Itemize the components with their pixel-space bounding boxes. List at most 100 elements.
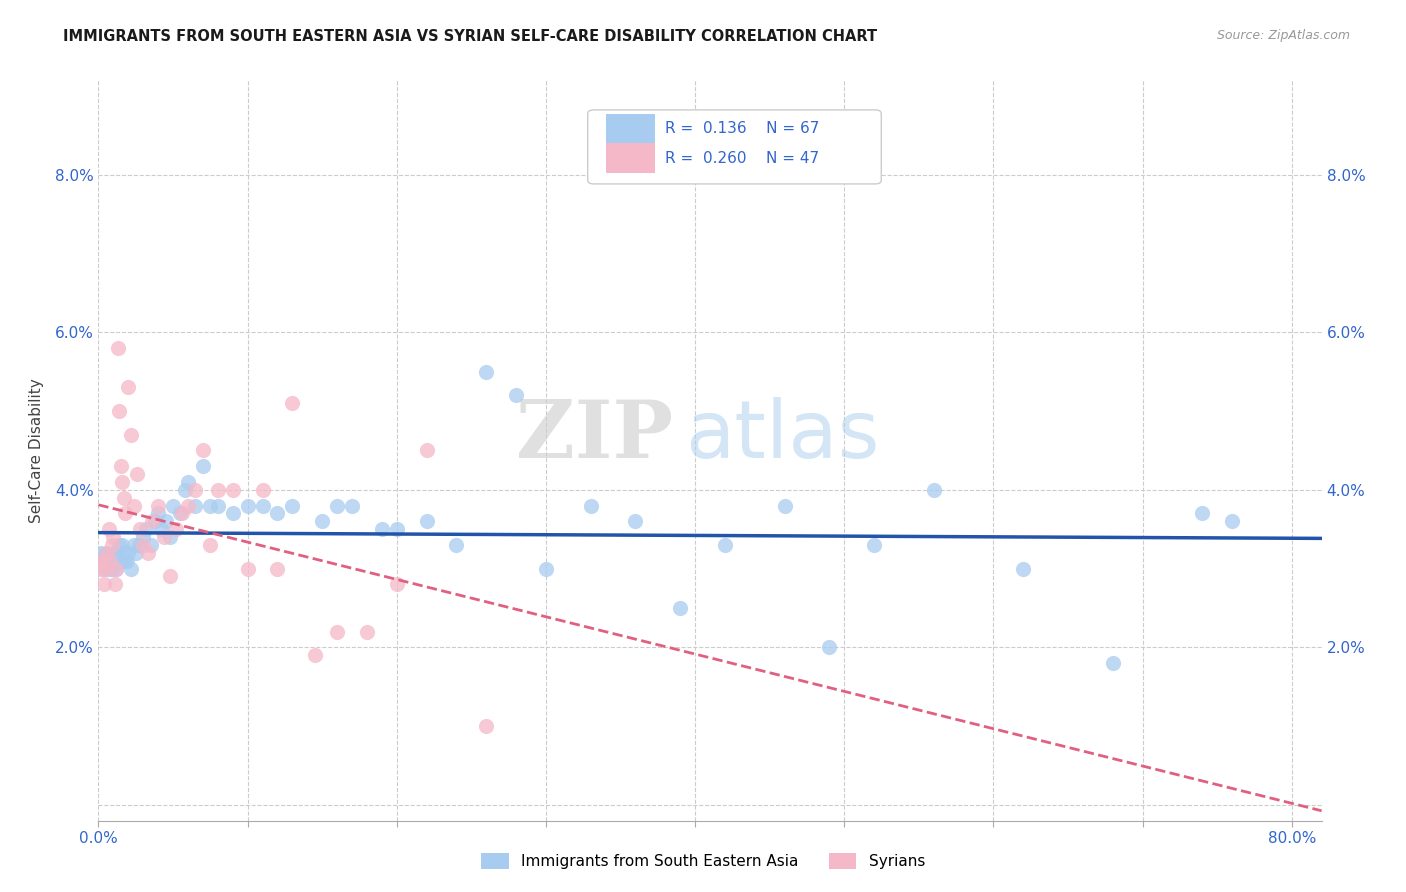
- Point: [136, 546, 159, 560]
- Point: [94, 546, 117, 560]
- Point: [122, 499, 145, 513]
- Point: [200, 538, 222, 552]
- Text: R =  0.260    N = 47: R = 0.260 N = 47: [665, 151, 818, 166]
- Point: [371, 522, 394, 536]
- Point: [191, 443, 214, 458]
- Point: [110, 459, 132, 474]
- Point: [184, 499, 207, 513]
- Point: [127, 467, 149, 481]
- Point: [146, 507, 169, 521]
- Point: [108, 538, 131, 552]
- Point: [579, 499, 602, 513]
- Point: [120, 561, 142, 575]
- Point: [446, 538, 468, 552]
- Point: [114, 554, 136, 568]
- Point: [105, 561, 128, 575]
- Point: [91, 554, 114, 568]
- Point: [236, 499, 259, 513]
- Point: [669, 601, 692, 615]
- Point: [252, 483, 274, 497]
- Point: [146, 499, 169, 513]
- Point: [98, 554, 121, 568]
- Point: [150, 522, 173, 536]
- Point: [174, 483, 197, 497]
- Text: ZIP: ZIP: [516, 397, 673, 475]
- Point: [135, 522, 157, 536]
- Point: [162, 499, 184, 513]
- Point: [143, 514, 166, 528]
- Point: [221, 507, 243, 521]
- Point: [117, 546, 139, 560]
- Point: [281, 396, 304, 410]
- Point: [505, 388, 527, 402]
- Point: [340, 499, 363, 513]
- Point: [114, 507, 136, 521]
- Point: [385, 577, 408, 591]
- Point: [415, 514, 437, 528]
- Point: [155, 514, 177, 528]
- Point: [111, 538, 134, 552]
- Point: [91, 561, 114, 575]
- Legend: Immigrants from South Eastern Asia, Syrians: Immigrants from South Eastern Asia, Syri…: [475, 847, 931, 875]
- Point: [125, 546, 148, 560]
- Point: [1220, 514, 1243, 528]
- Text: Source: ZipAtlas.com: Source: ZipAtlas.com: [1216, 29, 1350, 42]
- Point: [1012, 561, 1035, 575]
- Y-axis label: Self-Care Disability: Self-Care Disability: [28, 378, 44, 523]
- Point: [94, 561, 117, 575]
- Point: [89, 554, 111, 568]
- Point: [159, 569, 181, 583]
- Point: [112, 546, 135, 560]
- Point: [107, 341, 129, 355]
- Point: [90, 554, 112, 568]
- Point: [863, 538, 886, 552]
- Point: [221, 483, 243, 497]
- Point: [96, 554, 118, 568]
- Point: [266, 561, 288, 575]
- Point: [111, 475, 134, 489]
- Point: [103, 554, 125, 568]
- Bar: [606, 113, 655, 144]
- Point: [107, 546, 129, 560]
- Point: [108, 404, 131, 418]
- FancyBboxPatch shape: [588, 110, 882, 184]
- Point: [122, 538, 145, 552]
- Point: [191, 459, 214, 474]
- Point: [115, 554, 138, 568]
- Text: R =  0.136    N = 67: R = 0.136 N = 67: [665, 121, 820, 136]
- Point: [104, 577, 127, 591]
- Point: [170, 507, 193, 521]
- Point: [132, 530, 155, 544]
- Point: [415, 443, 437, 458]
- Point: [236, 561, 259, 575]
- Bar: [606, 144, 655, 173]
- Point: [141, 514, 163, 528]
- Point: [159, 530, 181, 544]
- Point: [93, 554, 115, 568]
- Point: [153, 530, 176, 544]
- Point: [385, 522, 408, 536]
- Point: [98, 554, 121, 568]
- Point: [475, 365, 498, 379]
- Point: [104, 546, 127, 560]
- Point: [304, 648, 326, 663]
- Point: [128, 538, 150, 552]
- Point: [165, 522, 187, 536]
- Point: [112, 491, 135, 505]
- Point: [96, 546, 118, 560]
- Point: [103, 530, 125, 544]
- Point: [922, 483, 945, 497]
- Point: [207, 499, 229, 513]
- Point: [1101, 656, 1123, 670]
- Point: [177, 499, 200, 513]
- Point: [89, 546, 111, 560]
- Point: [101, 561, 124, 575]
- Point: [139, 538, 162, 552]
- Point: [356, 624, 378, 639]
- Point: [281, 499, 304, 513]
- Point: [110, 554, 132, 568]
- Point: [93, 577, 115, 591]
- Point: [120, 427, 142, 442]
- Text: atlas: atlas: [686, 397, 880, 475]
- Point: [177, 475, 200, 489]
